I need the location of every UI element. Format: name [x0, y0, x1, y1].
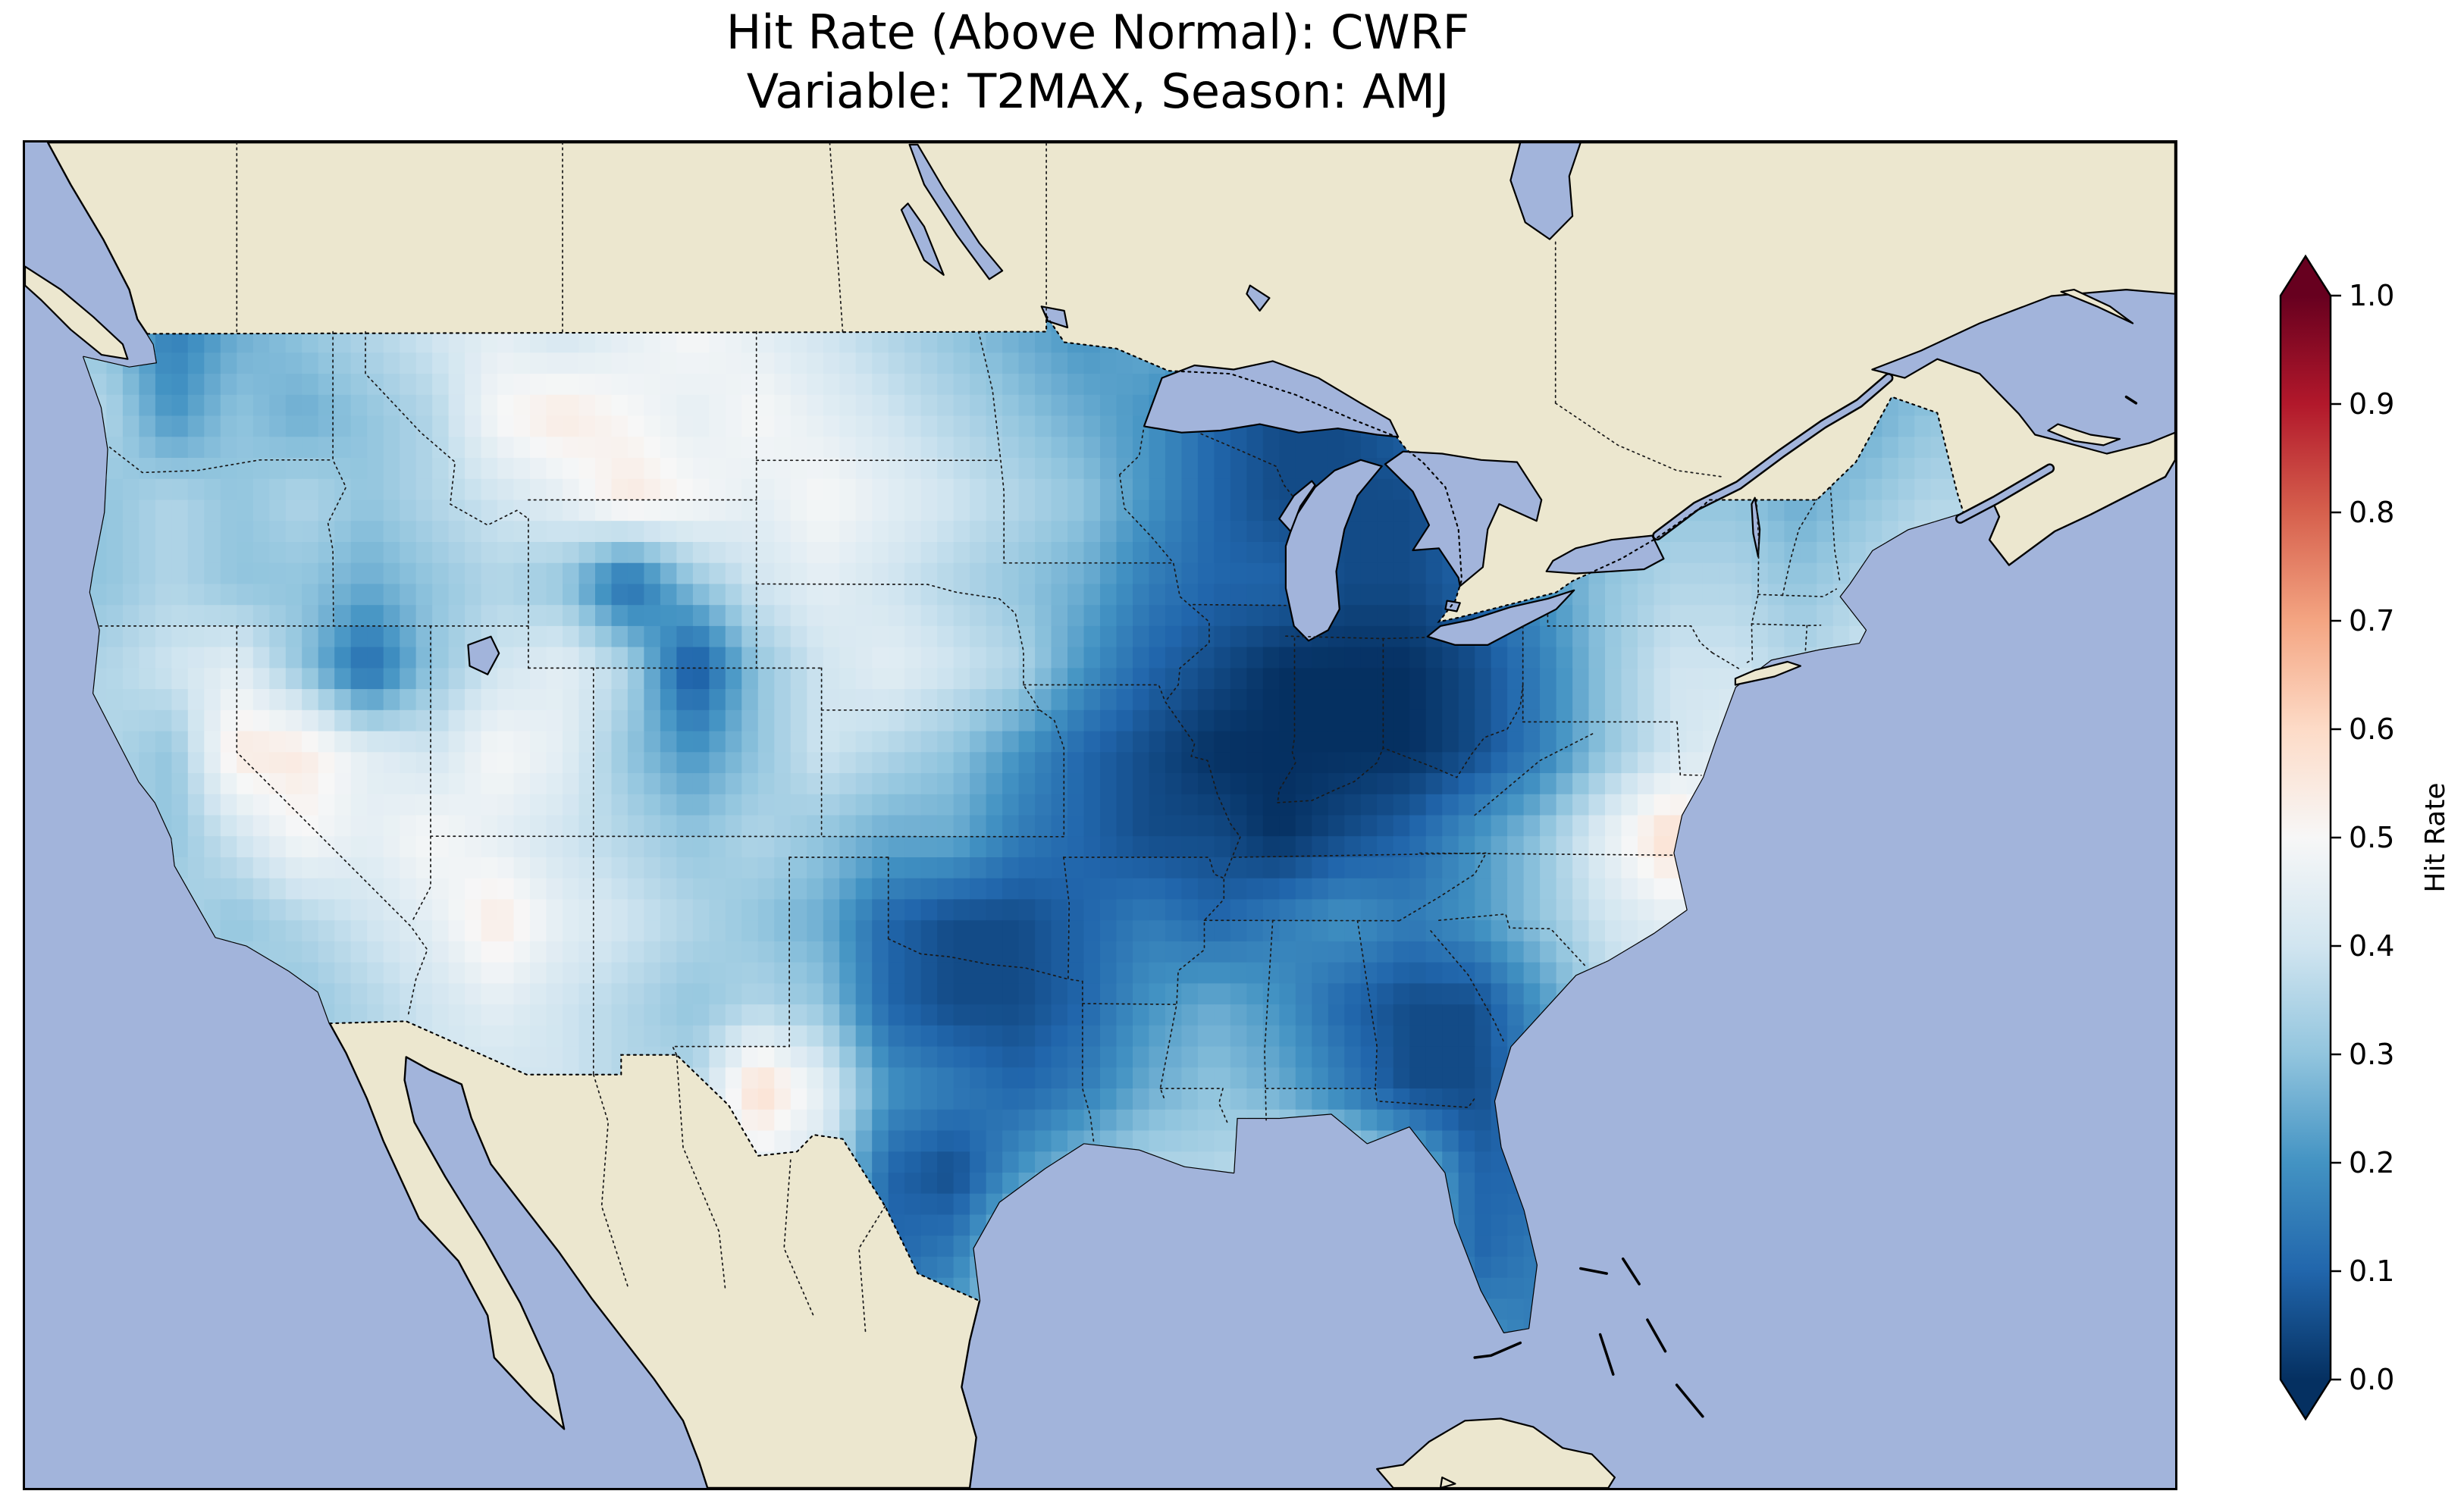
- island-long_island: [1734, 660, 1801, 686]
- country-borders-layer: [146, 313, 1964, 1302]
- colorbar: 0.0 0.1 0.2 0.3 0.4 0.5 0.6 0.7 0.8 0.9 1.0 Hit Rat…: [2279, 254, 2451, 1421]
- island-exuma: [1675, 1383, 1704, 1418]
- river-st_lawrence: [1654, 374, 1892, 539]
- island-abaco: [1621, 1257, 1641, 1286]
- colorbar-axis-label: Hit Rate: [2420, 782, 2451, 892]
- colorbar-tick-label: 0.7: [2349, 604, 2394, 637]
- island-pei: [2047, 423, 2121, 446]
- colorbar-tick-label: 0.4: [2349, 929, 2394, 963]
- islands-layer: [25, 265, 2138, 1488]
- state-borders-layer: [99, 143, 1841, 1333]
- island-magdalen: [2124, 395, 2138, 405]
- colorbar-over-arrow: [2281, 256, 2331, 296]
- colorbar-tick-label: 0.3: [2349, 1038, 2394, 1071]
- colorbar-tick-label: 1.0: [2349, 279, 2394, 312]
- lake-erie: [1426, 589, 1575, 646]
- colorbar-tick-label: 0.5: [2349, 821, 2394, 854]
- lake-champlain: [1751, 496, 1761, 558]
- figure-title: Hit Rate (Above Normal): CWRF Variable: …: [23, 3, 2173, 121]
- lake-ontario: [1545, 534, 1665, 575]
- colorbar-tick-label: 0.2: [2349, 1146, 2394, 1179]
- lake-st_clair: [1444, 600, 1461, 612]
- island-isle_of_youth: [1439, 1477, 1456, 1488]
- lake-manitoba: [900, 202, 945, 276]
- map-canvas: [23, 140, 2177, 1490]
- rivers-layer: [1652, 373, 2055, 541]
- island-eleuthera: [1646, 1318, 1667, 1353]
- lake-huron: [1384, 450, 1543, 587]
- lakes-layer: [467, 143, 2175, 675]
- colorbar-tick-label: 0.0: [2349, 1363, 2394, 1396]
- island-cuba: [1376, 1417, 1616, 1488]
- colorbar-tick-label: 0.9: [2349, 387, 2394, 421]
- river-bay_of_fundy: [1957, 465, 2053, 522]
- island-grand_bahama: [1579, 1267, 1608, 1275]
- title-line1: Hit Rate (Above Normal): CWRF: [726, 5, 1470, 60]
- lake-michigan: [1284, 459, 1383, 642]
- lake-nipigon: [1246, 284, 1271, 312]
- colorbar-tick-label: 0.6: [2349, 713, 2394, 746]
- colorbar-tick-label: 0.1: [2349, 1254, 2394, 1288]
- colorbar-under-arrow: [2281, 1380, 2331, 1419]
- us-mexico-border: [328, 1020, 981, 1302]
- island-andros: [1598, 1333, 1615, 1376]
- lake-winnipeg: [908, 143, 1004, 280]
- lake-green_bay: [1278, 480, 1316, 533]
- colorbar-gradient: [2281, 296, 2331, 1380]
- island-anticosti: [2060, 289, 2134, 324]
- lake-gulf_st_lawrence: [1871, 289, 2175, 455]
- title-line2: Variable: T2MAX, Season: AMJ: [746, 63, 1450, 119]
- lake-superior: [1143, 360, 1400, 438]
- lake-great_salt_lake: [467, 635, 500, 675]
- island-vancouver: [25, 265, 129, 360]
- colorbar-tick-label: 0.8: [2349, 496, 2394, 529]
- island-florida_keys: [1473, 1341, 1522, 1359]
- lake-james_bay: [1509, 143, 1582, 240]
